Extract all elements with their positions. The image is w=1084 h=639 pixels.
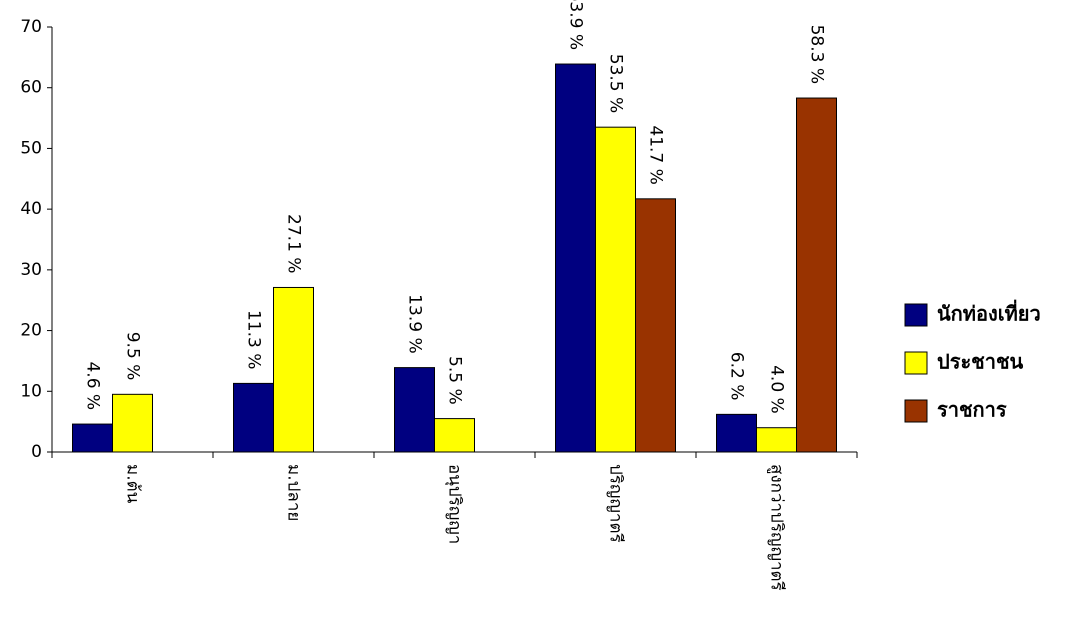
value-label: 4.0 %: [767, 365, 787, 414]
bar: [555, 63, 596, 453]
legend-swatch: [904, 303, 928, 327]
value-label: 6.2 %: [727, 352, 747, 401]
x-tick-label: ม.ปลาย: [284, 464, 304, 521]
value-label: 13.9 %: [405, 294, 425, 353]
legend-swatch: [904, 399, 928, 423]
legend-label: ราชการ: [937, 398, 1007, 422]
bar: [233, 382, 274, 453]
value-label: 4.6 %: [83, 361, 103, 410]
bar: [112, 393, 153, 453]
value-label: 63.9 %: [566, 0, 586, 50]
bar: [434, 418, 475, 453]
bar: [756, 427, 797, 453]
y-tick-label: 20: [20, 321, 42, 341]
value-label: 41.7 %: [646, 125, 666, 184]
value-label: 27.1 %: [284, 214, 304, 273]
y-tick-label: 50: [20, 138, 42, 158]
bar: [635, 198, 676, 453]
legend-label: นักท่องเที่ยว: [937, 299, 1041, 326]
value-label: 53.5 %: [606, 54, 626, 113]
value-label: 58.3 %: [807, 25, 827, 84]
bar: [595, 126, 636, 453]
y-tick-label: 60: [20, 78, 42, 98]
x-tick-label: ม.ต้น: [123, 464, 143, 504]
y-tick-label: 10: [20, 381, 42, 401]
bar: [72, 423, 113, 453]
legend-swatch: [904, 351, 928, 375]
bar: [796, 97, 837, 453]
value-label: 9.5 %: [123, 332, 143, 381]
value-label: 11.3 %: [244, 310, 264, 369]
bar: [394, 367, 435, 453]
x-tick-label: สูงกว่าปริญญาตรี: [767, 464, 787, 591]
x-tick-label: อนุปริญญา: [445, 464, 465, 544]
value-label: 5.5 %: [445, 356, 465, 405]
legend-label: ประชาชน: [937, 350, 1024, 374]
y-tick-label: 30: [20, 260, 42, 280]
y-tick-label: 40: [20, 199, 42, 219]
y-tick-label: 0: [31, 442, 42, 462]
x-tick-label: ปริญญาตรี: [606, 464, 626, 543]
bar: [273, 286, 314, 453]
bar: [716, 413, 757, 453]
y-tick-label: 70: [20, 17, 42, 37]
